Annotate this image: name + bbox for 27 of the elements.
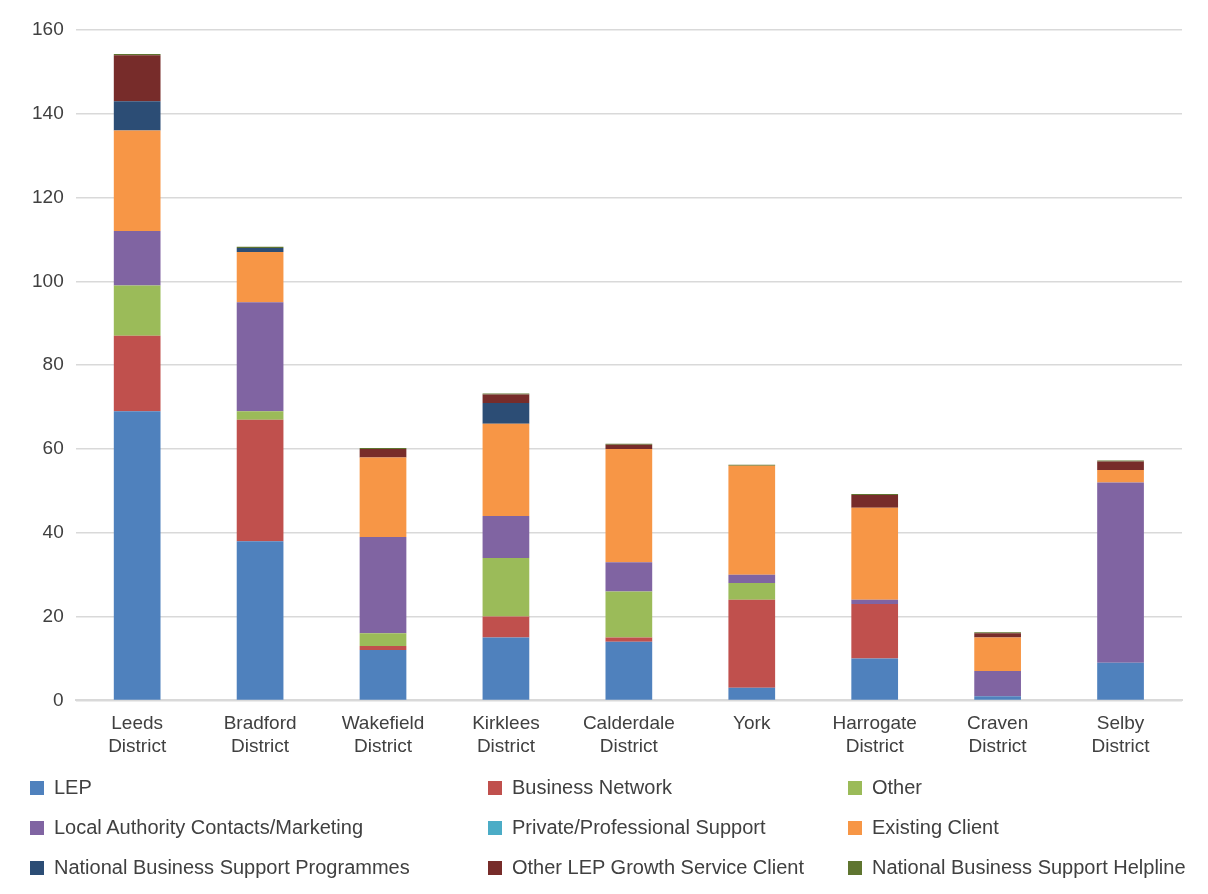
legend-label: Other <box>872 776 923 799</box>
legend-label: Other LEP Growth Service Client <box>512 856 804 879</box>
legend-label: Local Authority Contacts/Marketing <box>54 816 364 839</box>
legend-label: National Business Support Helpline <box>872 856 1186 879</box>
y-tick-label: 100 <box>32 269 64 291</box>
x-tick-label: Calderdale District <box>582 712 675 756</box>
x-tick-label: Bradford District <box>223 712 297 756</box>
x-tick-label: Leeds District <box>108 712 167 756</box>
y-tick-label: 40 <box>42 521 64 543</box>
legend-label: Private/Professional Support <box>512 816 766 839</box>
x-tick-label: Craven District <box>966 712 1029 756</box>
y-tick-label: 120 <box>32 185 64 207</box>
x-tick-label: Wakefield District <box>341 712 425 756</box>
legend-label: Business Network <box>512 776 673 799</box>
y-tick-label: 80 <box>42 353 64 375</box>
y-tick-label: 140 <box>32 102 64 124</box>
x-tick-label: Kirklees District <box>472 712 540 756</box>
y-tick-label: 60 <box>42 437 64 459</box>
y-tick-label: 160 <box>32 18 64 40</box>
y-tick-label: 20 <box>42 604 64 626</box>
legend-label: National Business Support Programmes <box>54 856 410 879</box>
legend-label: LEP <box>54 776 92 799</box>
x-tick-label: Harrogate District <box>832 712 917 756</box>
y-tick-label: 0 <box>53 688 64 710</box>
x-tick-label: York <box>733 712 771 734</box>
legend-label: Existing Client <box>872 816 999 839</box>
x-tick-label: Selby District <box>1091 712 1151 756</box>
